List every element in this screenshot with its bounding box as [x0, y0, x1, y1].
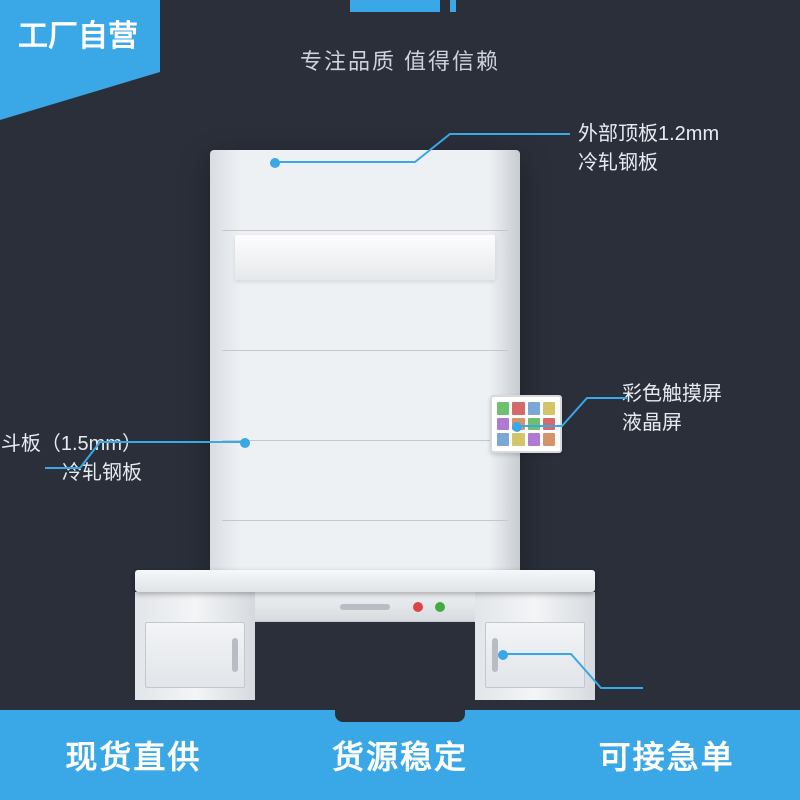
- banner-item: 可接急单: [599, 732, 735, 778]
- top-accent-bar-small: [450, 0, 456, 12]
- callout-side-panel: 斗板（1.5mm） 冷轧钢板: [0, 430, 200, 488]
- drawer-handle: [340, 604, 390, 610]
- cabinet-front-slab: [235, 235, 495, 280]
- desk-top: [135, 570, 595, 592]
- cabinet-upper: [210, 150, 520, 570]
- door-handle: [232, 638, 238, 672]
- top-accent-bar: [350, 0, 440, 12]
- control-button-red: [413, 602, 423, 612]
- banner-item: 现货直供: [65, 732, 201, 778]
- callout-text: 外部顶板1.2mm: [578, 123, 719, 145]
- callout-text: 彩色触摸屏: [622, 383, 722, 405]
- cabinet-panel-line: [222, 440, 508, 441]
- callout-touchscreen: 彩色触摸屏 液晶屏: [550, 380, 770, 438]
- control-button-green: [435, 602, 445, 612]
- callout-text: 液晶屏: [622, 409, 770, 438]
- callout-text: 冷轧钢板: [578, 149, 770, 178]
- desk-drawer: [255, 592, 475, 622]
- desk-leg-left: [135, 592, 255, 700]
- banner-item: 货源稳定: [332, 732, 468, 778]
- cabinet-panel-line: [222, 520, 508, 521]
- tagline: 专注品质 值得信赖: [0, 44, 800, 76]
- product-stage: 外部顶板1.2mm 冷轧钢板 彩色触摸屏 液晶屏 斗板（1.5mm） 冷轧钢板: [0, 140, 800, 700]
- bottom-banner: 现货直供 货源稳定 可接急单: [0, 710, 800, 800]
- desk-door-left: [145, 622, 245, 688]
- callout-top-panel: 外部顶板1.2mm 冷轧钢板: [530, 120, 770, 178]
- cabinet-panel-line: [222, 230, 508, 231]
- cabinet-panel-line: [222, 350, 508, 351]
- banner-notch: [335, 710, 465, 722]
